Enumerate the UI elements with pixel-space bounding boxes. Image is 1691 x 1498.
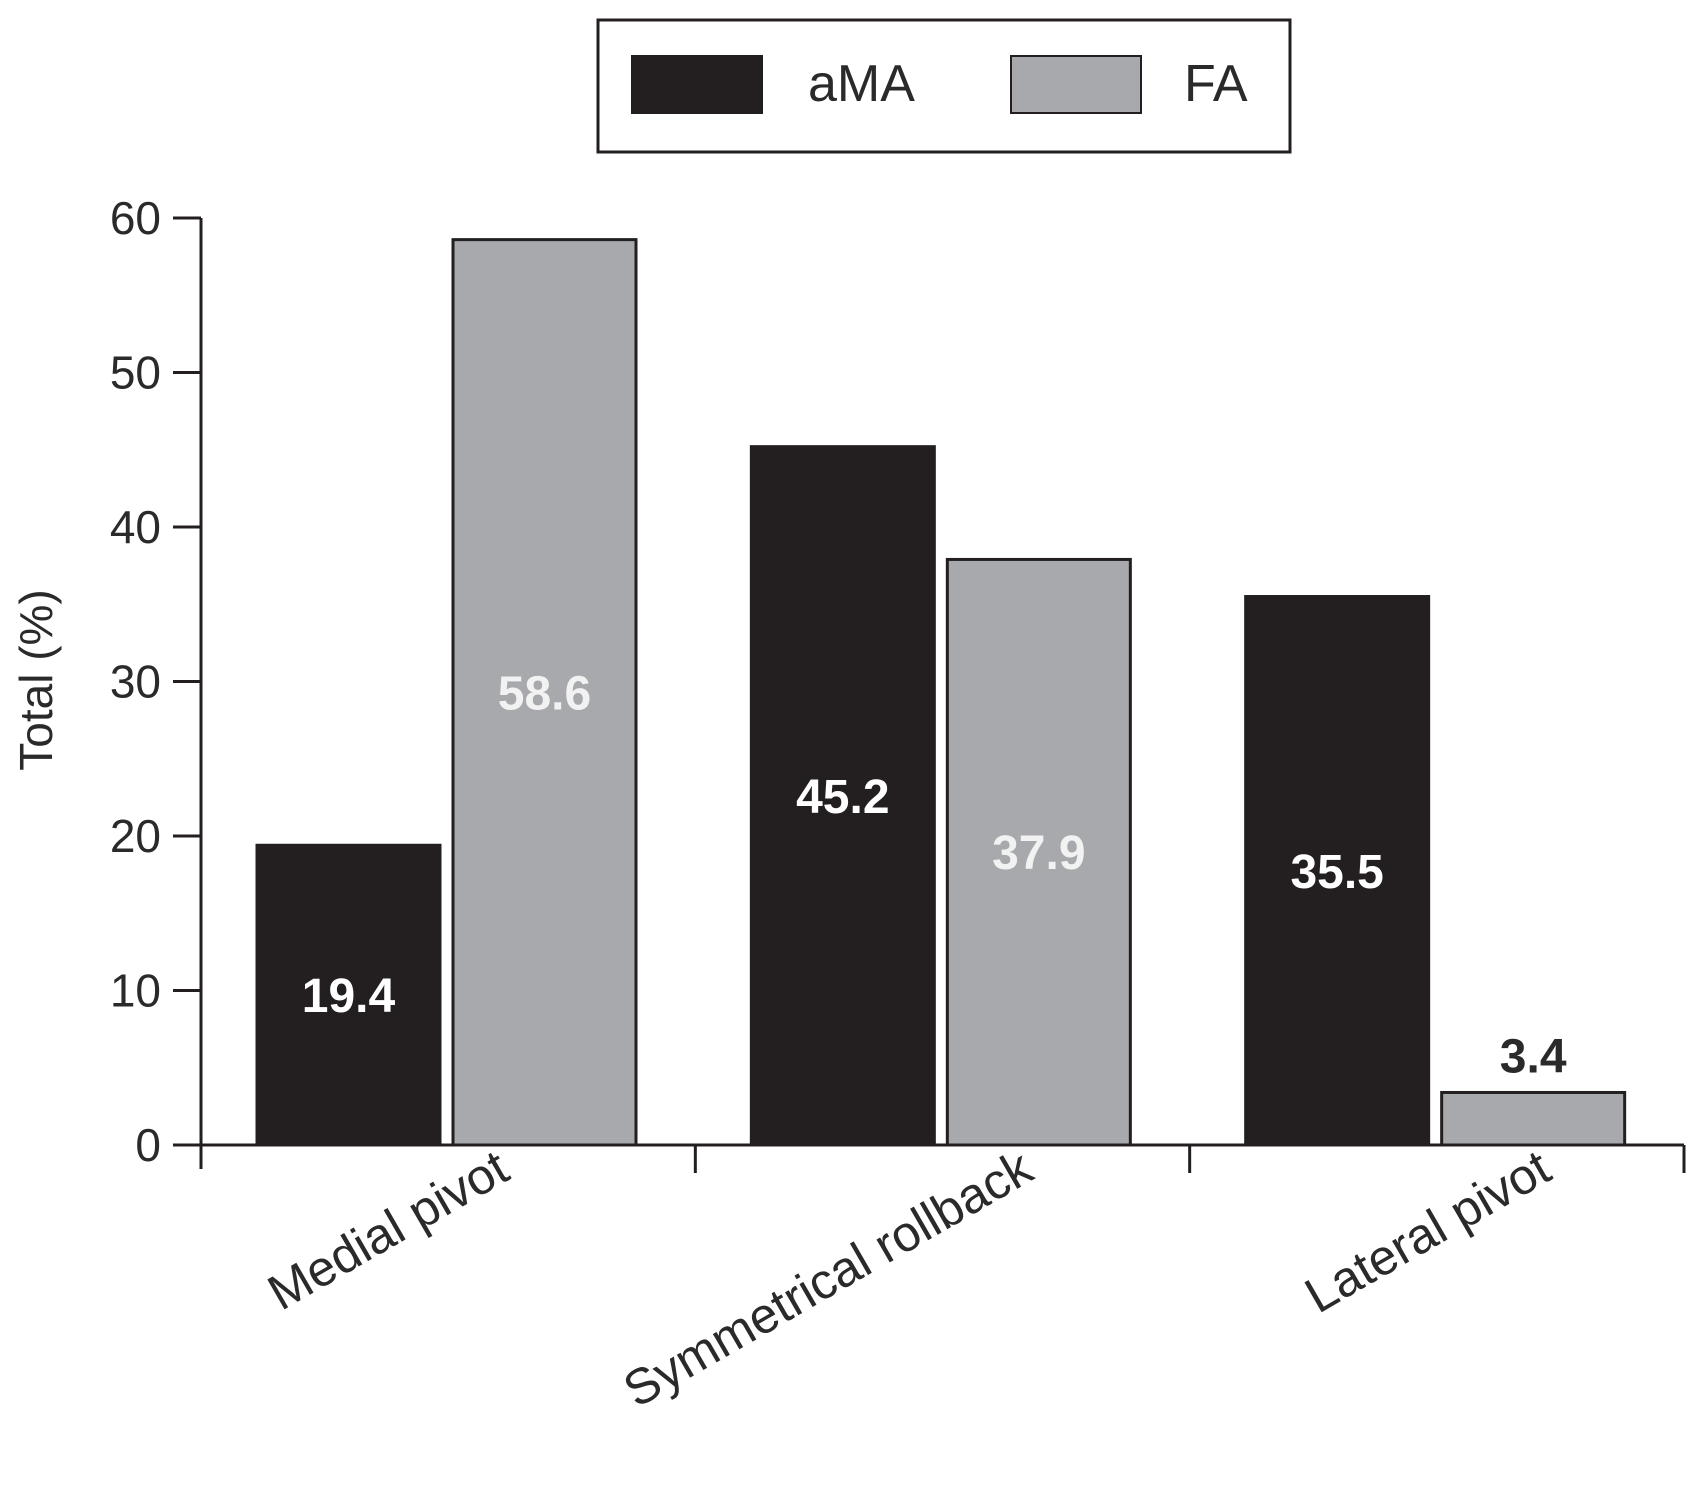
bar-value-label: 45.2 (796, 771, 889, 824)
legend-swatch-ama (631, 55, 763, 114)
bar-fa-2 (1440, 1090, 1627, 1147)
bar-value-label: 58.6 (498, 667, 591, 720)
y-tick-label: 20 (110, 810, 161, 862)
y-tick-label: 0 (135, 1119, 161, 1171)
legend-swatch-fa (1010, 55, 1142, 114)
bar-value-label: 3.4 (1500, 1030, 1567, 1083)
y-tick-label: 10 (110, 965, 161, 1017)
y-axis-title: Total (%) (10, 589, 62, 770)
legend: aMA FA (596, 18, 1292, 154)
y-tick-label: 60 (110, 192, 161, 244)
x-axis: Medial pivot Symmetrical rollback Lateral … (173, 1139, 1686, 1419)
x-category-label: Symmetrical rollback (614, 1139, 1042, 1419)
legend-label-ama: aMA (808, 55, 915, 113)
y-axis: 0 10 20 30 40 50 60 (110, 192, 203, 1171)
bar-ama-1 (749, 445, 936, 1147)
bar-value-label: 35.5 (1290, 846, 1383, 899)
y-tick-label: 40 (110, 501, 161, 553)
x-category-label: Lateral pivot (1296, 1139, 1560, 1324)
bar-fa-0 (451, 238, 638, 1147)
legend-label-fa: FA (1184, 55, 1248, 113)
bar-ama-2 (1244, 595, 1431, 1147)
x-category-label: Medial pivot (258, 1139, 517, 1321)
bar-value-label: 37.9 (992, 827, 1085, 880)
y-tick-label: 30 (110, 656, 161, 708)
bar-fa-1 (945, 557, 1132, 1147)
bars: 19.4 58.6 45.2 37.9 35.5 3.4 (255, 238, 1627, 1147)
bar-ama-0 (255, 843, 442, 1147)
bar-value-label: 19.4 (302, 970, 396, 1023)
y-tick-label: 50 (110, 347, 161, 399)
